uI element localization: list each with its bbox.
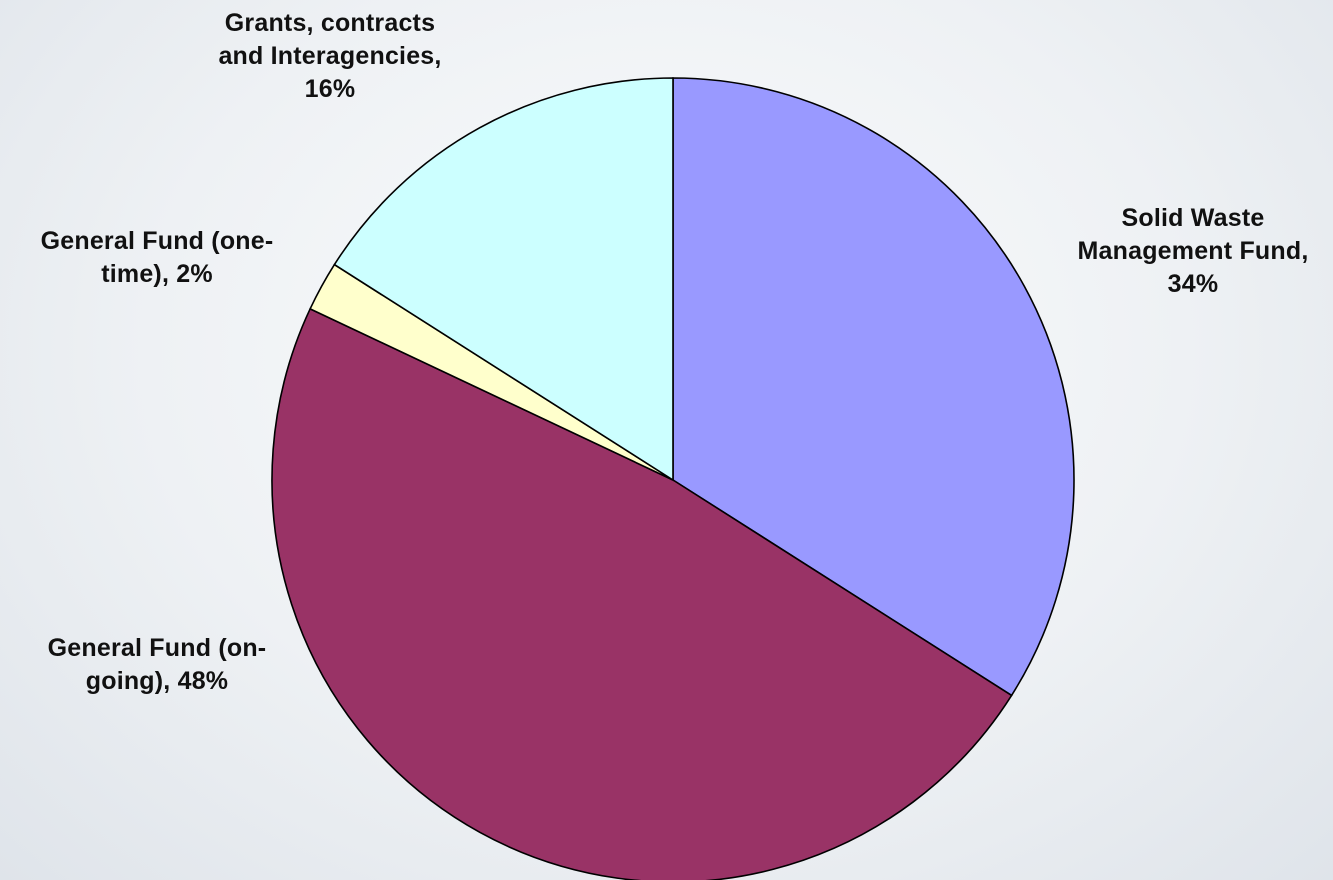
pie-label-line: and Interagencies,: [218, 42, 441, 70]
pie-label-line: Management Fund,: [1078, 237, 1309, 265]
pie-label-line: 34%: [1168, 270, 1219, 298]
pie-label-line: time), 2%: [101, 260, 213, 288]
pie-slice-grants-contracts-and-interagencies: [333, 77, 674, 482]
pie-label-general-fund-one-time: General Fund (one-time), 2%: [41, 227, 274, 288]
pie-label-line: 16%: [305, 75, 356, 103]
pie-label-line: General Fund (one-: [41, 227, 274, 255]
slices-layer: [271, 77, 1075, 880]
pie-slice-solid-waste-management-fund: [672, 77, 1075, 697]
labels-layer: Solid Waste Management Fund, 34% General Fu…: [41, 9, 1309, 695]
pie-label-solid-waste-management-fund: Solid Waste Management Fund, 34%: [1078, 204, 1309, 298]
pie-label-line: Solid Waste: [1122, 204, 1265, 232]
pie-label-grants-contracts-and-interagencies: Grants, contracts and Interagencies, 16%: [218, 9, 441, 103]
pie-label-line: General Fund (on-: [48, 634, 267, 662]
pie-label-general-fund-on-going: General Fund (on-going), 48%: [48, 634, 267, 695]
pie-label-line: Grants, contracts: [225, 9, 435, 37]
pie-slice-general-fund-on-going: [271, 307, 1013, 880]
pie-label-line: going), 48%: [86, 667, 228, 695]
